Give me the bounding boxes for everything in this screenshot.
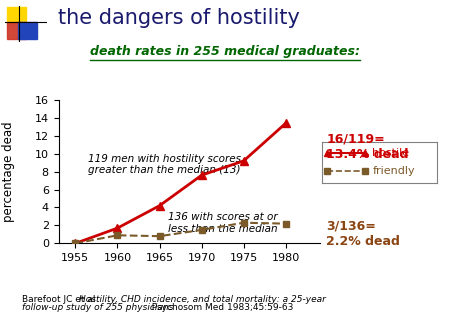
Text: 16/119=
13.4% dead: 16/119= 13.4% dead [326,133,409,161]
Text: the dangers of hostility: the dangers of hostility [58,8,301,28]
Bar [7,7,26,23]
Text: 3/136=
2.2% dead: 3/136= 2.2% dead [326,220,400,248]
Text: friendly: friendly [372,166,415,176]
Text: percentage dead: percentage dead [3,121,15,222]
Bar [7,22,26,38]
Text: Psychosom Med 1983;45:59-63: Psychosom Med 1983;45:59-63 [146,303,293,312]
Text: follow-up study of 255 physicians: follow-up study of 255 physicians [22,303,174,312]
Text: hostile: hostile [372,148,410,158]
Text: 136 with scores at or
less than the median: 136 with scores at or less than the medi… [168,212,278,234]
Text: death rates in 255 medical graduates:: death rates in 255 medical graduates: [90,45,360,58]
Text: Barefoot JC et al: Barefoot JC et al [22,295,102,304]
Text: 119 men with hostility scores
greater than the median (13): 119 men with hostility scores greater th… [88,154,241,175]
Bar [18,22,37,38]
Text: Hostility, CHD incidence, and total mortality: a 25-year: Hostility, CHD incidence, and total mort… [79,295,326,304]
